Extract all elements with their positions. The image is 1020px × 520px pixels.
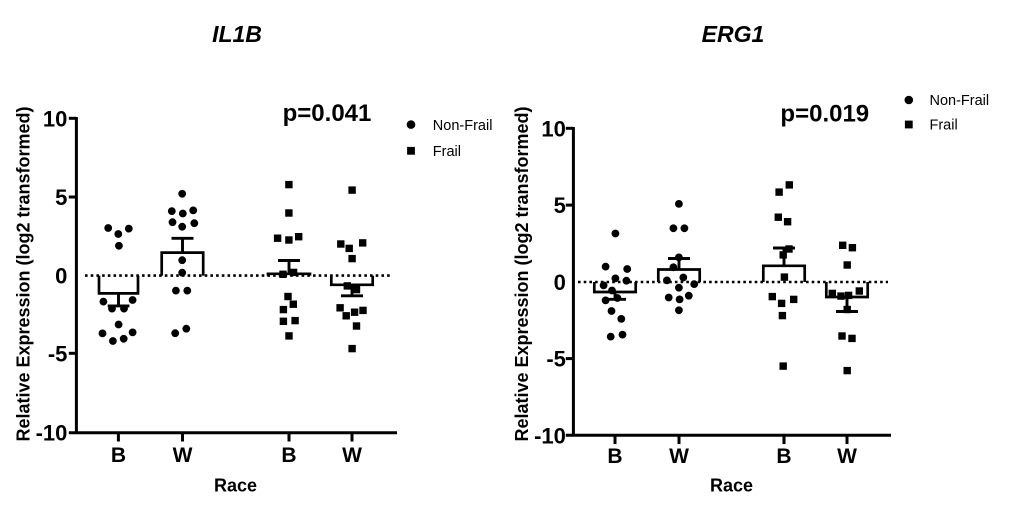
svg-text:Non-Frail: Non-Frail xyxy=(930,93,990,109)
svg-text:Frail: Frail xyxy=(930,118,958,134)
svg-text:p=0.019: p=0.019 xyxy=(780,101,869,128)
svg-text:Non-Frail: Non-Frail xyxy=(433,118,493,134)
svg-text:5: 5 xyxy=(55,185,67,210)
svg-text:-10: -10 xyxy=(534,423,566,448)
svg-text:W: W xyxy=(669,445,689,468)
svg-text:W: W xyxy=(342,444,362,467)
svg-text:10: 10 xyxy=(43,106,67,131)
svg-text:Race: Race xyxy=(710,476,753,496)
svg-text:IL1B: IL1B xyxy=(212,21,262,47)
svg-text:W: W xyxy=(173,444,193,467)
svg-text:-10: -10 xyxy=(36,421,68,446)
svg-text:Frail: Frail xyxy=(433,144,461,160)
svg-text:Relative Expression (log2 tran: Relative Expression (log2 transformed) xyxy=(512,106,532,441)
svg-text:0: 0 xyxy=(55,264,67,289)
svg-text:-5: -5 xyxy=(546,347,566,372)
svg-text:B: B xyxy=(111,444,126,467)
svg-text:10: 10 xyxy=(541,116,565,141)
svg-text:ERG1: ERG1 xyxy=(702,21,765,47)
svg-text:p=0.041: p=0.041 xyxy=(283,100,372,127)
svg-text:Relative Expression (log2 tran: Relative Expression (log2 transformed) xyxy=(13,106,33,441)
svg-text:-5: -5 xyxy=(48,341,68,366)
svg-text:0: 0 xyxy=(554,270,566,295)
svg-text:Race: Race xyxy=(214,476,257,496)
svg-text:B: B xyxy=(281,444,296,467)
svg-text:W: W xyxy=(837,445,857,468)
svg-text:B: B xyxy=(776,445,791,468)
svg-text:5: 5 xyxy=(554,193,566,218)
svg-text:B: B xyxy=(607,445,622,468)
